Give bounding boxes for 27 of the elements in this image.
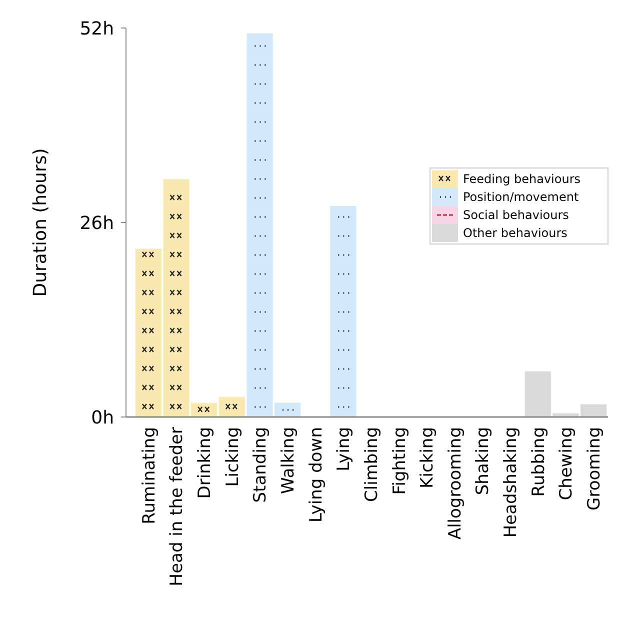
legend-label: Position/movement [463,190,579,204]
x-tick-label: Licking [222,427,243,487]
x-tick-label: Lying down [306,427,326,523]
x-tick-label: Chewing [556,427,577,500]
bar [218,396,245,417]
bar [330,206,356,417]
x-tick-label: Drinking [195,427,216,499]
legend-label: Other behaviours [463,226,568,240]
legend-label: Feeding behaviours [463,172,581,186]
y-tick-label: 26h [80,212,114,234]
x-tick-label: Fighting [390,427,410,495]
x-tick-label: Grooming [584,427,604,510]
x-tick-label: Shaking [473,427,494,496]
x-tick-label: Allogrooming [445,427,466,540]
x-tick-label: Lying [334,427,354,472]
y-tick-label: 0h [91,407,114,428]
y-axis-title: Duration (hours) [30,148,51,297]
x-tick-label: Walking [278,427,298,494]
x-tick-label: Ruminating [139,427,160,524]
x-tick-label: Rubbing [528,427,549,497]
x-tick-label: Climbing [362,427,382,502]
x-tick-label: Head in the feeder [167,426,188,586]
y-tick-label: 52h [80,18,114,40]
x-tick-label: Headshaking [501,427,522,538]
x-tick-label: Kicking [418,427,438,488]
x-tick-label: Standing [250,427,271,503]
legend-label: Social behaviours [463,208,569,222]
